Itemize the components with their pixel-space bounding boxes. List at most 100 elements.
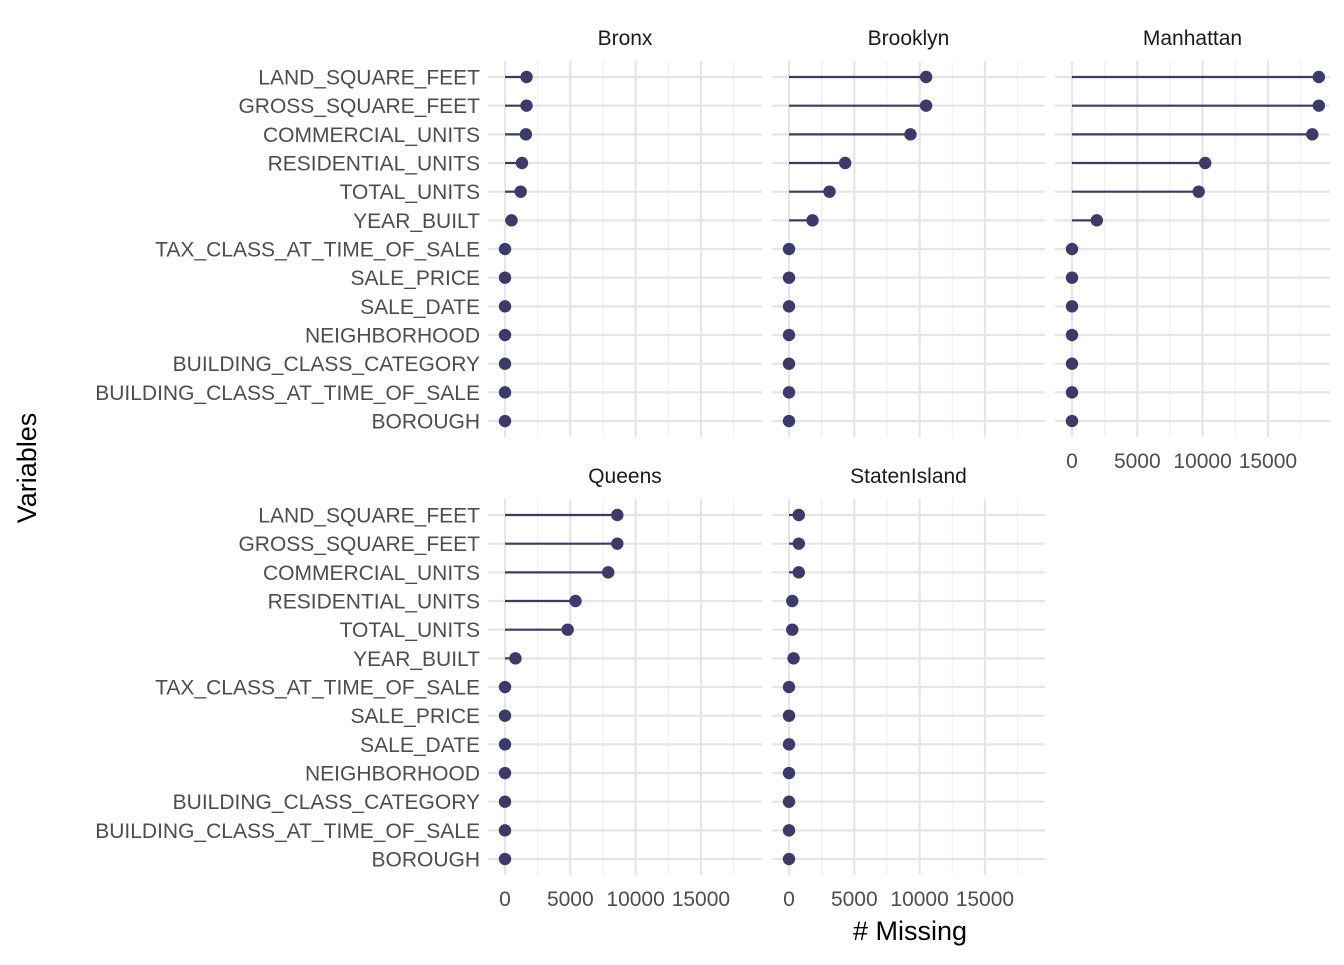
lollipop-point	[1090, 214, 1104, 227]
lollipop-point	[611, 537, 624, 550]
y-tick-label: BUILDING_CLASS_CATEGORY	[173, 791, 480, 814]
y-tick-label: GROSS_SQUARE_FEET	[238, 533, 480, 556]
lollipop-point	[782, 300, 796, 313]
y-tick-label: COMMERCIAL_UNITS	[263, 562, 480, 585]
lollipop-point	[792, 566, 805, 579]
x-tick-label: 0	[783, 888, 795, 911]
x-tick-label: 5000	[831, 888, 878, 911]
lollipop-point	[519, 128, 533, 141]
lollipop-point	[514, 185, 527, 198]
lollipop-point	[520, 70, 533, 84]
y-tick-label: COMMERCIAL_UNITS	[263, 124, 480, 147]
lollipop-point	[787, 652, 800, 665]
lollipop-point	[498, 271, 512, 284]
x-tick-label: 10000	[890, 888, 948, 911]
lollipop-point	[1065, 357, 1079, 370]
lollipop-point	[1306, 128, 1319, 141]
y-tick-label: TAX_CLASS_AT_TIME_OF_SALE	[155, 239, 480, 262]
y-tick-label: YEAR_BUILT	[353, 648, 480, 671]
y-tick-label: SALE_PRICE	[350, 267, 480, 290]
lollipop-point	[1065, 242, 1079, 256]
lollipop-point	[786, 623, 799, 636]
lollipop-point	[498, 852, 512, 866]
x-tick-label: 5000	[1114, 450, 1161, 473]
y-tick-label: RESIDENTIAL_UNITS	[268, 591, 480, 614]
x-tick-label: 15000	[1239, 450, 1297, 473]
y-tick-label: RESIDENTIAL_UNITS	[268, 153, 480, 176]
x-tick-label: 10000	[1173, 450, 1231, 473]
lollipop-point	[919, 99, 933, 112]
lollipop-point	[786, 594, 799, 608]
lollipop-point	[1065, 271, 1079, 284]
x-tick-label: 15000	[956, 888, 1014, 911]
y-tick-label: SALE_PRICE	[350, 705, 480, 728]
lollipop-point	[792, 508, 805, 522]
y-tick-label: LAND_SQUARE_FEET	[258, 67, 480, 90]
lollipop-point	[515, 156, 529, 170]
y-tick-label: SALE_DATE	[360, 296, 480, 319]
lollipop-point	[498, 680, 512, 694]
facet-title-statenisland: StatenIsland	[850, 465, 967, 488]
lollipop-point	[1312, 99, 1326, 112]
lollipop-point	[498, 386, 512, 399]
lollipop-point	[919, 70, 933, 84]
y-tick-label: BUILDING_CLASS_AT_TIME_OF_SALE	[95, 382, 480, 405]
lollipop-point	[498, 709, 512, 722]
lollipop-point	[1065, 300, 1079, 313]
x-axis-title: # Missing	[853, 916, 967, 946]
y-tick-label: BOROUGH	[371, 849, 480, 872]
lollipop-point	[782, 328, 796, 342]
lollipop-point	[498, 300, 512, 313]
lollipop-point	[782, 414, 796, 428]
lollipop-point	[782, 680, 796, 694]
lollipop-point	[782, 852, 796, 866]
lollipop-point	[782, 738, 796, 751]
x-tick-label: 0	[499, 888, 511, 911]
lollipop-point	[782, 766, 796, 780]
facet-title-queens: Queens	[588, 465, 662, 488]
y-tick-label: GROSS_SQUARE_FEET	[238, 95, 480, 118]
lollipop-point	[838, 156, 852, 170]
lollipop-point	[1312, 70, 1326, 84]
lollipop-point	[509, 652, 522, 665]
y-tick-label: BUILDING_CLASS_AT_TIME_OF_SALE	[95, 820, 480, 843]
lollipop-point	[498, 824, 512, 837]
lollipop-point	[904, 128, 917, 141]
y-tick-label: NEIGHBORHOOD	[305, 763, 480, 786]
lollipop-point	[1199, 156, 1212, 170]
lollipop-point	[782, 357, 796, 370]
x-tick-label: 5000	[547, 888, 594, 911]
x-tick-label: 15000	[672, 888, 730, 911]
lollipop-point	[823, 185, 836, 198]
facet-title-brooklyn: Brooklyn	[868, 27, 950, 50]
y-axis-title: Variables	[12, 413, 42, 524]
lollipop-point	[505, 214, 518, 227]
lollipop-point	[782, 386, 796, 399]
lollipop-point	[611, 508, 624, 522]
lollipop-point	[1065, 386, 1079, 399]
y-tick-label: BOROUGH	[371, 411, 480, 434]
lollipop-point	[561, 623, 574, 636]
lollipop-point	[782, 709, 796, 722]
lollipop-point	[782, 824, 796, 837]
lollipop-point	[782, 795, 796, 808]
lollipop-point	[569, 594, 582, 608]
x-tick-label: 0	[1066, 450, 1078, 473]
lollipop-point	[498, 242, 512, 256]
lollipop-point	[498, 766, 512, 780]
y-tick-label: YEAR_BUILT	[353, 210, 480, 233]
y-tick-label: BUILDING_CLASS_CATEGORY	[173, 353, 480, 376]
x-tick-label: 10000	[606, 888, 664, 911]
lollipop-point	[1065, 414, 1079, 428]
lollipop-point	[1192, 185, 1205, 198]
lollipop-point	[1065, 328, 1079, 342]
lollipop-point	[792, 537, 805, 550]
lollipop-point	[782, 242, 796, 256]
lollipop-point	[782, 271, 796, 284]
facet-title-manhattan: Manhattan	[1143, 27, 1242, 50]
lollipop-point	[601, 566, 615, 579]
y-tick-label: TOTAL_UNITS	[340, 619, 480, 642]
y-tick-label: NEIGHBORHOOD	[305, 325, 480, 348]
